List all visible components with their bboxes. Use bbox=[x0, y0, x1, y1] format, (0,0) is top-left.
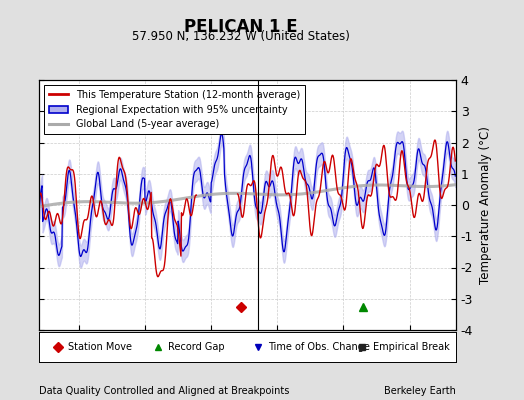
Text: Time of Obs. Change: Time of Obs. Change bbox=[268, 342, 370, 352]
Text: Berkeley Earth: Berkeley Earth bbox=[384, 386, 456, 396]
Text: Data Quality Controlled and Aligned at Breakpoints: Data Quality Controlled and Aligned at B… bbox=[39, 386, 290, 396]
Text: Empirical Break: Empirical Break bbox=[373, 342, 449, 352]
Text: PELICAN 1 E: PELICAN 1 E bbox=[184, 18, 298, 36]
Legend: This Temperature Station (12-month average), Regional Expectation with 95% uncer: This Temperature Station (12-month avera… bbox=[44, 85, 305, 134]
Text: Record Gap: Record Gap bbox=[168, 342, 225, 352]
Text: 57.950 N, 136.232 W (United States): 57.950 N, 136.232 W (United States) bbox=[132, 30, 350, 43]
Text: Station Move: Station Move bbox=[69, 342, 133, 352]
Y-axis label: Temperature Anomaly (°C): Temperature Anomaly (°C) bbox=[478, 126, 492, 284]
